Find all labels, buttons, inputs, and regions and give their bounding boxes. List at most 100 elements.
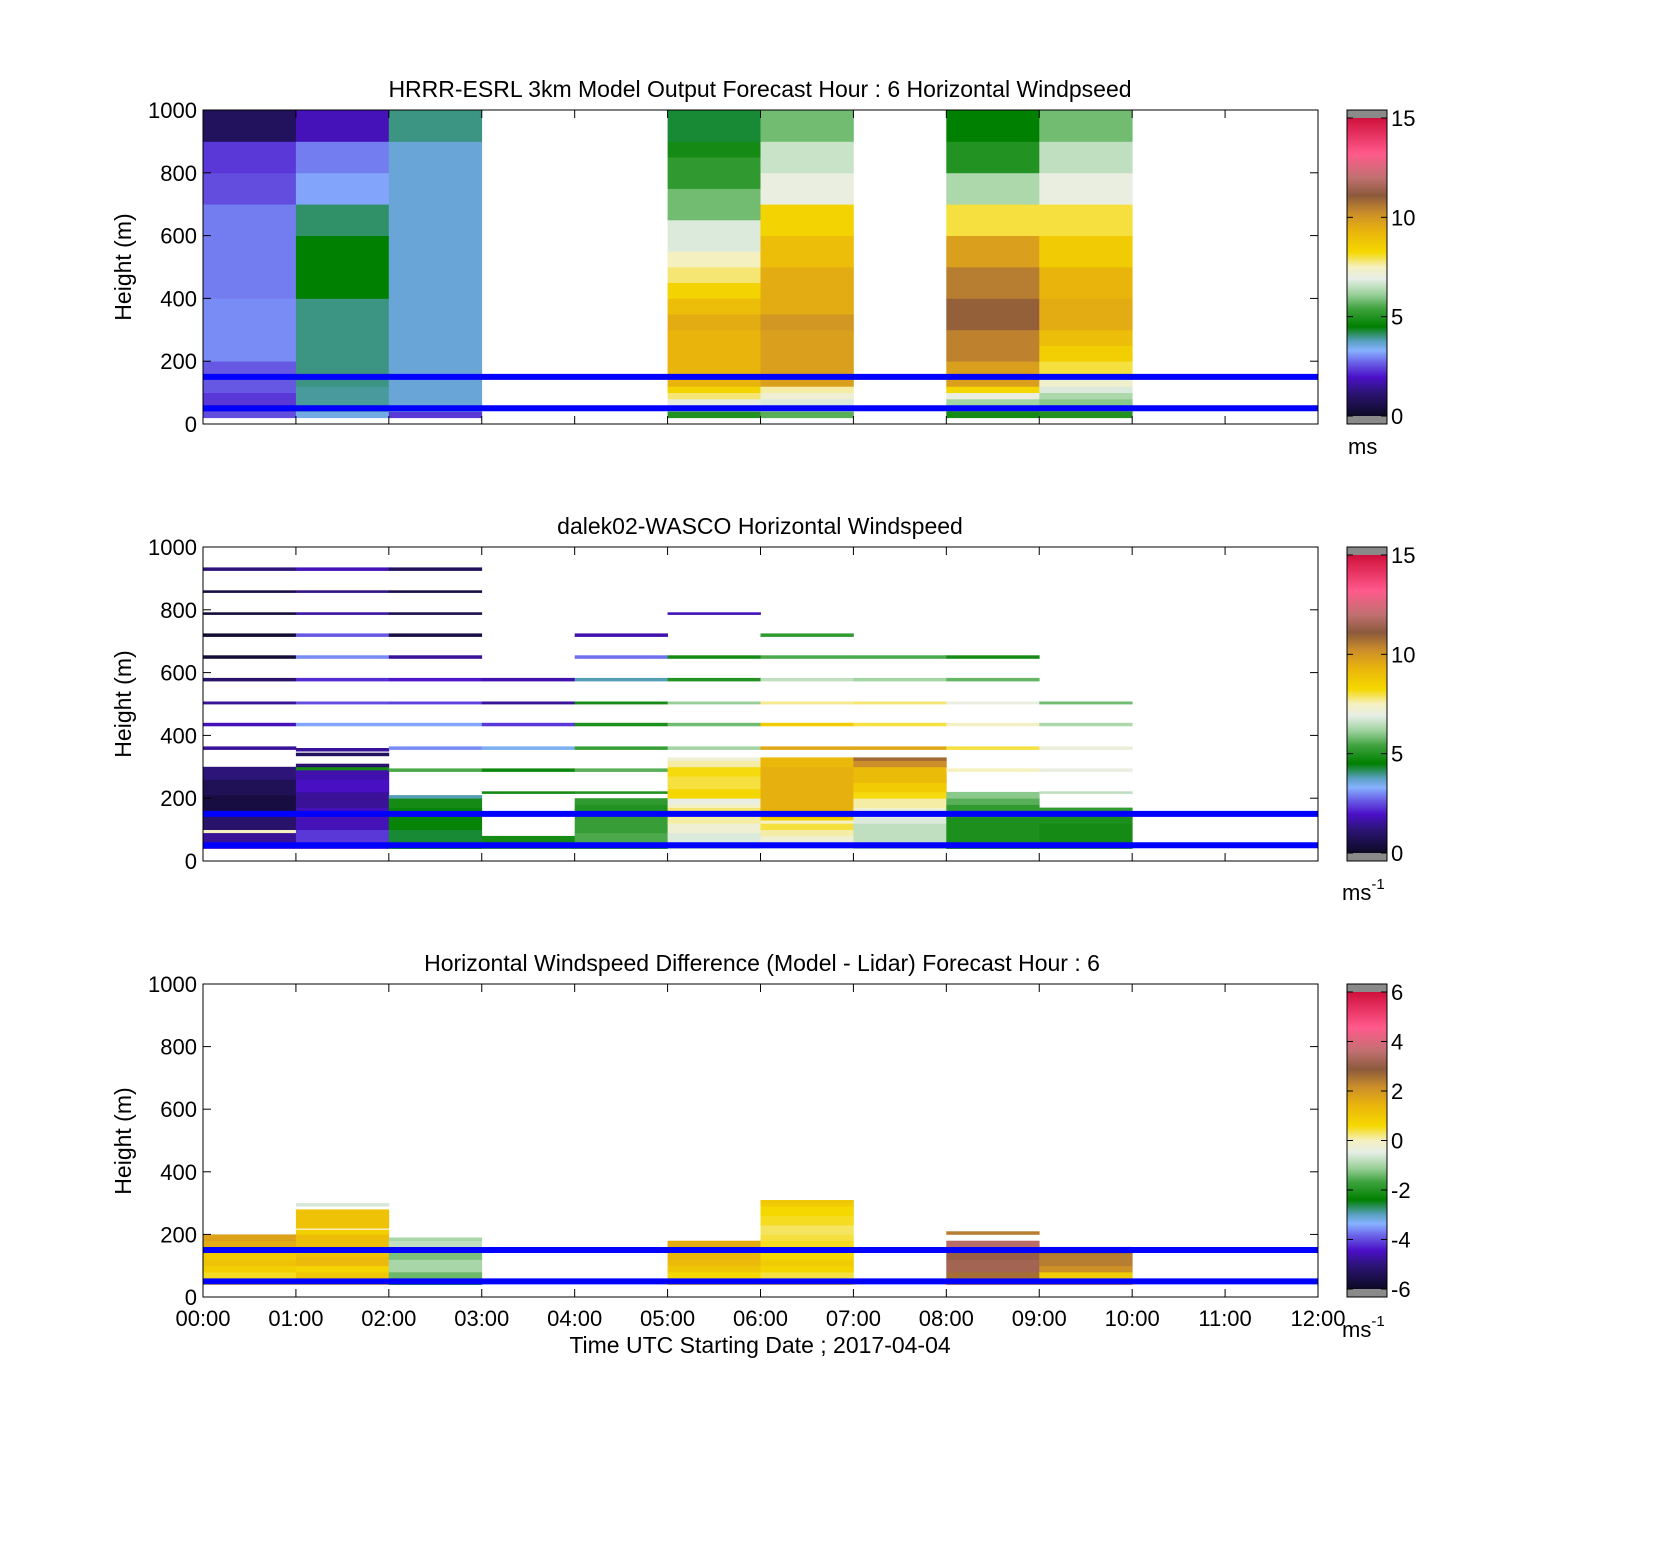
heatmap-cell bbox=[1039, 235, 1133, 268]
heatmap-cell bbox=[667, 110, 761, 142]
heatmap-cell bbox=[946, 1259, 1040, 1273]
colorbar-gradient bbox=[1347, 555, 1387, 853]
heatmap-cell bbox=[388, 1259, 483, 1273]
heatmap-cell bbox=[667, 398, 761, 406]
heatmap-cell bbox=[1039, 746, 1133, 750]
y-tick-label: 800 bbox=[160, 598, 197, 623]
heatmap-cell bbox=[295, 141, 390, 174]
colorbar-low-end bbox=[1347, 416, 1387, 424]
heatmap-cell bbox=[1039, 768, 1133, 772]
heatmap-cell bbox=[295, 567, 390, 571]
heatmap-cell bbox=[203, 779, 297, 796]
heatmap-cell bbox=[388, 829, 483, 843]
heatmap-cell bbox=[1039, 791, 1133, 794]
colorbar-high-end bbox=[1347, 984, 1387, 992]
heatmap-cell bbox=[946, 110, 1040, 142]
y-tick-label: 800 bbox=[160, 1035, 197, 1060]
heatmap-cell bbox=[574, 677, 668, 682]
heatmap-cell bbox=[203, 411, 297, 419]
heatmap-cell bbox=[667, 411, 761, 419]
colorbar-low-end bbox=[1347, 1289, 1387, 1297]
heatmap-cell bbox=[203, 204, 297, 299]
panel-model-output-ticks: 0 200 400 600 800 1000 bbox=[148, 98, 1319, 437]
heatmap-cell bbox=[295, 748, 390, 752]
panel-model-output-reference-lines bbox=[203, 373, 1318, 412]
heatmap-cell bbox=[203, 612, 297, 615]
x-tick-label: 08:00 bbox=[919, 1306, 974, 1331]
y-tick-label: 1000 bbox=[148, 972, 197, 997]
y-tick-label: 0 bbox=[185, 412, 197, 437]
heatmap-cell bbox=[667, 655, 761, 659]
colorbar-tick-label: -6 bbox=[1391, 1277, 1411, 1302]
colorbar-tick-label: 6 bbox=[1391, 980, 1403, 1005]
heatmap-cell bbox=[946, 204, 1040, 236]
heatmap-cell bbox=[574, 768, 668, 772]
heatmap-cell bbox=[946, 746, 1040, 750]
heatmap-cell bbox=[667, 1265, 761, 1273]
y-tick-label: 600 bbox=[160, 1097, 197, 1122]
heatmap-cell bbox=[760, 386, 854, 393]
x-tick-label: 02:00 bbox=[361, 1306, 416, 1331]
heatmap-cell bbox=[295, 655, 390, 659]
heatmap-cell bbox=[946, 791, 1040, 799]
heatmap-cell bbox=[946, 817, 1040, 843]
heatmap-cell bbox=[203, 1240, 297, 1248]
colorbar-tick-label: -2 bbox=[1391, 1178, 1411, 1203]
heatmap-cell bbox=[667, 141, 761, 158]
heatmap-cell bbox=[574, 633, 668, 637]
heatmap-cell bbox=[667, 612, 761, 615]
heatmap-cell bbox=[574, 832, 668, 843]
heatmap-cell bbox=[203, 172, 297, 205]
heatmap-cell bbox=[388, 701, 483, 705]
heatmap-cell bbox=[946, 1240, 1040, 1248]
heatmap-cell bbox=[946, 701, 1040, 705]
colorbar-tick-label: 2 bbox=[1391, 1079, 1403, 1104]
heatmap-cell bbox=[760, 655, 854, 659]
x-tick-labels: 00:00 01:00 02:00 03:00 04:00 05:00 06:00 07:00… bbox=[175, 1306, 1345, 1331]
heatmap-cell bbox=[946, 677, 1040, 682]
heatmap-cell bbox=[203, 567, 297, 571]
heatmap-cell bbox=[760, 1200, 854, 1204]
heatmap-cell bbox=[667, 251, 761, 268]
colorbar-tick-label: -4 bbox=[1391, 1228, 1411, 1253]
heatmap-cell bbox=[1039, 1272, 1133, 1279]
heatmap-cell bbox=[853, 701, 947, 705]
heatmap-cell bbox=[946, 411, 1040, 419]
heatmap-cell bbox=[667, 1259, 761, 1267]
heatmap-cell bbox=[853, 791, 947, 799]
heatmap-cell bbox=[667, 804, 761, 808]
heatmap-cell bbox=[295, 204, 390, 236]
colorbar-frame bbox=[1346, 109, 1388, 425]
y-tick-label: 1000 bbox=[148, 535, 197, 560]
heatmap-cell bbox=[853, 760, 947, 768]
heatmap-cell bbox=[760, 677, 854, 682]
heatmap-cell bbox=[295, 701, 390, 705]
heatmap-cell bbox=[760, 633, 854, 637]
heatmap-cell bbox=[203, 746, 297, 750]
heatmap-cell bbox=[203, 701, 297, 705]
colorbar-low-end bbox=[1347, 853, 1387, 861]
heatmap-cell bbox=[946, 398, 1040, 406]
heatmap-cell bbox=[481, 791, 576, 794]
heatmap-cell bbox=[574, 804, 668, 812]
heatmap-cell bbox=[574, 798, 668, 805]
panel-difference-ticks: 0 200 400 600 800 1000 bbox=[148, 972, 1319, 1310]
heatmap-cell bbox=[667, 701, 761, 705]
heatmap-cell bbox=[667, 157, 761, 189]
x-tick-label: 10:00 bbox=[1105, 1306, 1160, 1331]
colorbar-unit: ms-1 bbox=[1342, 1313, 1385, 1342]
heatmap-cell bbox=[203, 655, 297, 659]
heatmap-cell bbox=[1039, 411, 1133, 419]
heatmap-cell bbox=[295, 1272, 390, 1279]
heatmap-cell bbox=[760, 267, 854, 315]
colorbar-tick-label: 0 bbox=[1391, 841, 1403, 866]
heatmap-cell bbox=[295, 110, 390, 142]
heatmap-cell bbox=[667, 746, 761, 750]
heatmap-cell bbox=[853, 823, 947, 843]
heatmap-cell bbox=[203, 722, 297, 727]
heatmap-cell bbox=[1039, 329, 1133, 346]
heatmap-cell bbox=[388, 722, 483, 727]
heatmap-cell bbox=[388, 590, 483, 593]
heatmap-cell bbox=[760, 411, 854, 419]
heatmap-cell bbox=[760, 817, 854, 821]
